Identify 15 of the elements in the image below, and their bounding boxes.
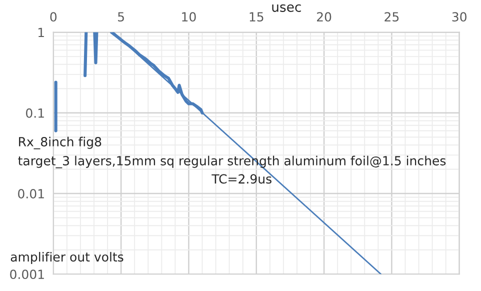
- annotation: TC=2.9us: [212, 174, 272, 184]
- y-tick-label: 0.01: [18, 188, 44, 198]
- x-axis-title: usec: [272, 4, 301, 12]
- y-tick-label: 0.1: [26, 108, 44, 118]
- annotation: Rx_8inch fig8: [19, 136, 102, 150]
- y-tick-label: 1: [38, 28, 44, 38]
- x-tick-label: 25: [384, 12, 399, 22]
- x-tick-label: 10: [182, 12, 196, 22]
- x-tick-label: 20: [316, 12, 332, 22]
- x-tick-label: 15: [250, 12, 264, 22]
- x-tick-label: 30: [452, 12, 466, 22]
- y-tick-label: 0.001: [10, 270, 44, 280]
- x-tick-label: 0: [50, 12, 57, 22]
- x-tick-label: 5: [118, 12, 124, 22]
- y-axis-title: amplifier out volts: [10, 252, 124, 264]
